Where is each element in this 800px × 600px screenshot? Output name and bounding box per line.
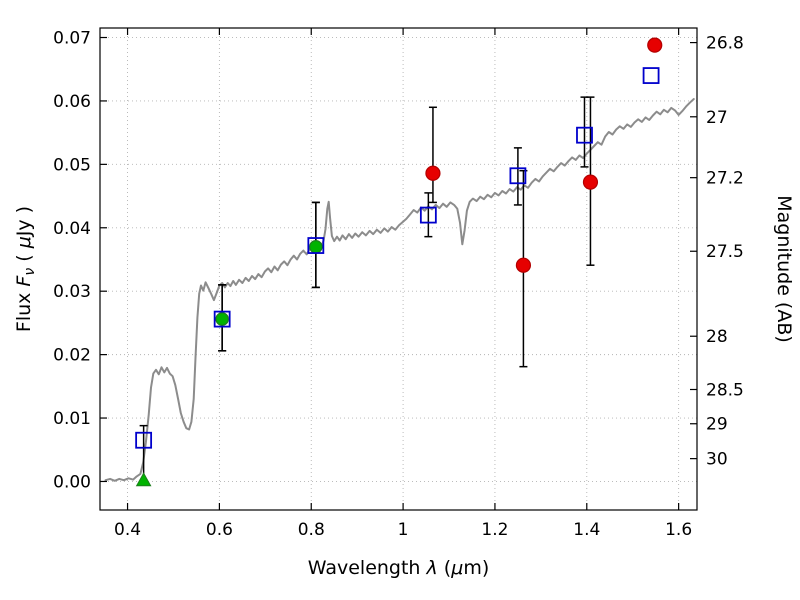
green-circle-photometry-marker	[309, 240, 323, 254]
red-circle-photometry-marker	[425, 165, 441, 181]
red-circle-photometry-marker	[515, 257, 532, 273]
grid-lines	[100, 28, 697, 510]
y-tick-label-right: 26.8	[706, 34, 744, 54]
axis-ticks	[100, 28, 697, 510]
y-tick-label-left: 0.06	[53, 92, 91, 112]
data-points	[135, 37, 663, 487]
red-circle-photometry-marker	[582, 174, 599, 190]
blue-square-photometry-markers	[135, 67, 660, 449]
y-tick-label-right: 27.2	[706, 169, 744, 189]
blue-square-photometry-marker	[213, 310, 231, 328]
blue-square-photometry-marker	[509, 167, 527, 185]
tick-labels: 0.4 0.6 0.8 1 1.2 1.4 1.6 0.00 0.01 0.02 0.03 0.04 0…	[53, 29, 744, 540]
y-tick-label-left: 0.02	[53, 346, 91, 366]
y-tick-label-left: 0.03	[53, 282, 91, 302]
axes-frame	[99, 27, 698, 511]
x-tick-label: 1.2	[481, 520, 508, 540]
y-tick-label-right: 29	[706, 415, 728, 435]
x-tick-label: 1.6	[665, 520, 692, 540]
x-axis-label: Wavelength λ (μm)	[308, 557, 489, 579]
y-axis-label-right: Magnitude (AB)	[773, 195, 795, 343]
green-upper-limit-triangle-marker	[135, 472, 152, 487]
red-circle-photometry-marker	[647, 37, 663, 53]
x-tick-label: 1	[398, 520, 409, 540]
axis-labels: Wavelength λ (μm) Flux Fν ( μJy ) Magnitud…	[13, 195, 795, 579]
y-tick-label-left: 0.04	[53, 219, 91, 239]
y-tick-label-left: 0.07	[53, 29, 91, 49]
spectrum-line	[104, 98, 695, 482]
y-tick-label-left: 0.00	[53, 472, 91, 492]
y-tick-label-right: 30	[706, 450, 728, 470]
blue-square-photometry-marker	[576, 126, 593, 144]
x-tick-label: 1.4	[573, 520, 600, 540]
red-circle-photometry-markers	[425, 37, 663, 273]
y-tick-label-left: 0.01	[53, 409, 91, 429]
y-axis-label-left: Flux Fν ( μJy )	[13, 206, 38, 332]
green-circle-photometry-marker	[215, 312, 229, 326]
blue-square-photometry-marker	[642, 67, 660, 84]
blue-square-photometry-marker	[135, 431, 153, 449]
blue-square-photometry-marker	[419, 206, 437, 224]
y-tick-label-right: 27	[706, 108, 728, 128]
x-tick-label: 0.8	[298, 520, 325, 540]
x-tick-label: 0.4	[114, 520, 141, 540]
y-tick-label-left: 0.05	[53, 155, 91, 175]
y-tick-label-right: 28	[706, 327, 728, 347]
x-tick-label: 0.6	[206, 520, 233, 540]
y-tick-label-right: 27.5	[706, 242, 744, 262]
green-upper-limit-triangle-markers	[135, 472, 152, 487]
y-tick-label-right: 28.5	[706, 381, 744, 401]
blue-square-photometry-marker	[307, 237, 325, 254]
